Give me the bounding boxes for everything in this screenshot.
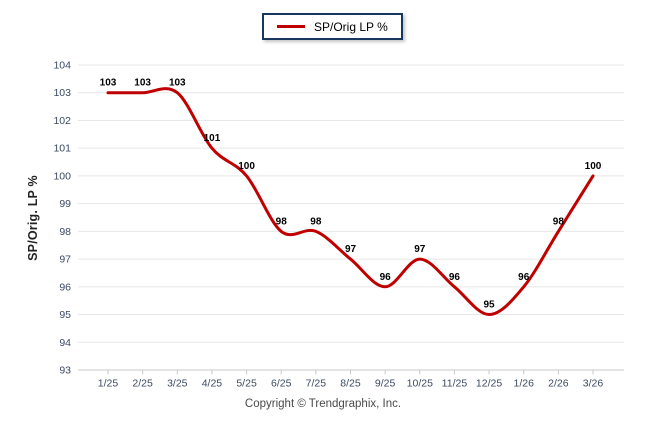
gridlines — [78, 64, 624, 371]
y-tick-label: 97 — [59, 254, 71, 266]
data-label: 103 — [134, 78, 151, 89]
y-tick-label: 98 — [59, 226, 71, 238]
data-label: 97 — [414, 244, 426, 255]
x-tick-label: 1/25 — [98, 378, 119, 390]
x-tick-label: 9/25 — [375, 378, 396, 390]
data-label: 98 — [553, 216, 565, 227]
y-tick-label: 94 — [59, 337, 71, 349]
y-tick-label: 99 — [59, 198, 71, 210]
x-tick-label: 3/26 — [583, 378, 604, 390]
x-tick-label: 2/26 — [548, 378, 569, 390]
y-tick-label: 100 — [53, 170, 71, 182]
data-label: 97 — [345, 244, 357, 255]
x-tick-label: 4/25 — [202, 378, 223, 390]
x-tick-label: 1/26 — [513, 378, 534, 390]
series-path — [106, 87, 595, 316]
data-label: 98 — [276, 216, 288, 227]
data-label: 103 — [100, 78, 117, 89]
x-tick-label: 8/25 — [340, 378, 361, 390]
data-label: 101 — [204, 133, 221, 144]
y-tick-label: 95 — [59, 309, 71, 321]
y-tick-label: 93 — [59, 365, 71, 377]
copyright-text: Copyright © Trendgraphix, Inc. — [244, 398, 402, 410]
data-label: 96 — [518, 272, 530, 283]
x-tick-label: 2/25 — [132, 378, 153, 390]
data-label: 100 — [238, 161, 255, 172]
x-tick-label: 12/25 — [476, 378, 502, 390]
legend-line-swatch — [277, 25, 305, 28]
data-label: 96 — [449, 272, 461, 283]
x-tick-label: 3/25 — [167, 378, 188, 390]
x-axis-labels: 1/25 2/25 3/25 4/25 5/25 6/25 7/25 8/25 9/25 10/2… — [98, 370, 604, 390]
data-label: 95 — [484, 300, 496, 311]
data-label: 96 — [380, 272, 392, 283]
series-line — [106, 87, 595, 316]
x-tick-label: 5/25 — [236, 378, 257, 390]
data-label: 98 — [310, 216, 322, 227]
legend-series-label: SP/Orig LP % — [314, 19, 388, 34]
x-tick-label: 7/25 — [306, 378, 327, 390]
x-tick-label: 6/25 — [271, 378, 292, 390]
data-label: 103 — [169, 78, 186, 89]
y-tick-label: 102 — [53, 115, 71, 127]
y-tick-label: 101 — [53, 143, 71, 155]
y-tick-label: 104 — [53, 60, 71, 72]
data-label: 100 — [585, 161, 602, 172]
y-tick-label: 96 — [59, 281, 71, 293]
y-axis-labels: 93 94 95 96 97 98 99 100 101 102 103 104 — [53, 60, 71, 377]
legend[interactable]: SP/Orig LP % — [262, 13, 403, 40]
x-tick-label: 10/25 — [407, 378, 433, 390]
data-labels: 103 103 103 101 100 98 98 97 96 97 96 95 96 98 100 — [100, 78, 602, 311]
x-tick-label: 11/25 — [442, 378, 468, 390]
y-tick-label: 103 — [53, 87, 71, 99]
